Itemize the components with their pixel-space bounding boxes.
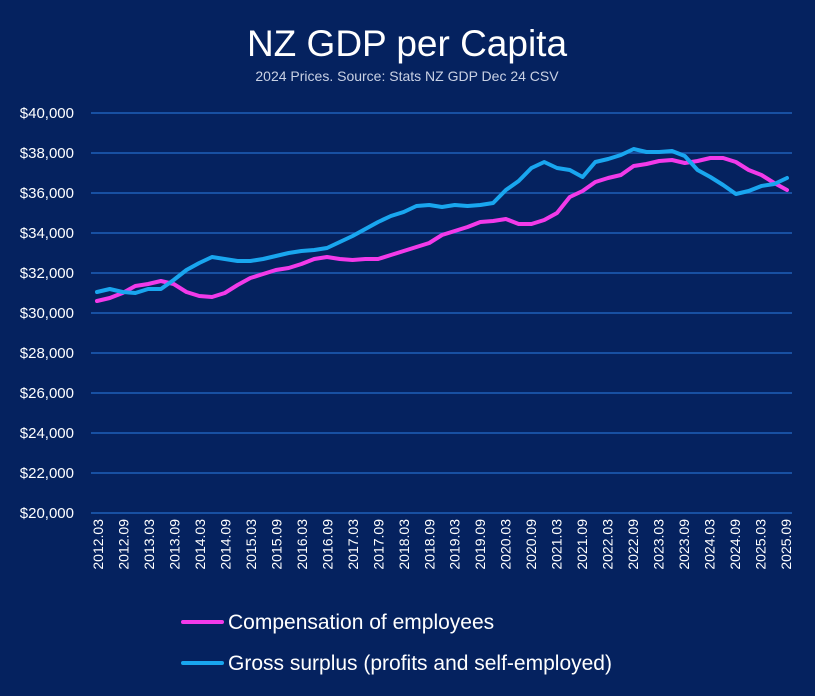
x-tick-label: 2022.03 bbox=[600, 519, 616, 570]
y-tick-label: $30,000 bbox=[20, 305, 74, 322]
x-tick-label: 2013.09 bbox=[166, 519, 182, 570]
series-line-2 bbox=[95, 147, 789, 295]
x-tick-label: 2012.09 bbox=[115, 519, 131, 570]
x-tick-label: 2023.03 bbox=[651, 519, 667, 570]
y-tick-label: $20,000 bbox=[20, 505, 74, 522]
x-tick-label: 2015.09 bbox=[268, 519, 284, 570]
y-tick-label: $32,000 bbox=[20, 265, 74, 282]
y-tick-label: $36,000 bbox=[20, 185, 74, 202]
legend: Compensation of employees Gross surplus (… bbox=[181, 611, 612, 675]
x-axis-ticks: 2012.03 2012.09 2013.03 2013.09 2014.03 2014.… bbox=[90, 519, 794, 570]
x-tick-label: 2022.09 bbox=[625, 519, 641, 570]
x-tick-label: 2020.03 bbox=[498, 519, 514, 570]
x-tick-label: 2016.09 bbox=[319, 519, 335, 570]
x-tick-label: 2016.03 bbox=[294, 519, 310, 570]
y-tick-label: $38,000 bbox=[20, 145, 74, 162]
series-line-1 bbox=[95, 156, 789, 303]
x-tick-label: 2019.03 bbox=[447, 519, 463, 570]
x-tick-label: 2019.09 bbox=[472, 519, 488, 570]
x-tick-label: 2012.03 bbox=[90, 519, 106, 570]
gridlines bbox=[91, 112, 792, 514]
y-tick-label: $28,000 bbox=[20, 345, 74, 362]
x-tick-label: 2025.09 bbox=[778, 519, 794, 570]
x-tick-label: 2023.09 bbox=[676, 519, 692, 570]
y-tick-label: $24,000 bbox=[20, 425, 74, 442]
x-tick-label: 2024.03 bbox=[702, 519, 718, 570]
x-tick-label: 2017.09 bbox=[370, 519, 386, 570]
x-tick-label: 2018.03 bbox=[396, 519, 412, 570]
x-tick-label: 2024.09 bbox=[727, 519, 743, 570]
chart-subtitle: 2024 Prices. Source: Stats NZ GDP Dec 24… bbox=[255, 68, 559, 84]
chart-title: NZ GDP per Capita bbox=[247, 23, 568, 64]
y-tick-label: $26,000 bbox=[20, 385, 74, 402]
x-tick-label: 2018.09 bbox=[421, 519, 437, 570]
x-tick-label: 2020.09 bbox=[523, 519, 539, 570]
x-tick-label: 2021.03 bbox=[549, 519, 565, 570]
y-axis-ticks: $20,000 $22,000 $24,000 $26,000 $28,000 $30,0… bbox=[20, 105, 74, 522]
x-tick-label: 2014.09 bbox=[217, 519, 233, 570]
series-lines bbox=[95, 147, 789, 303]
legend-label-2: Gross surplus (profits and self-employed… bbox=[228, 652, 612, 675]
y-tick-label: $22,000 bbox=[20, 465, 74, 482]
x-tick-label: 2013.03 bbox=[141, 519, 157, 570]
x-tick-label: 2017.03 bbox=[345, 519, 361, 570]
x-tick-label: 2025.03 bbox=[753, 519, 769, 570]
x-tick-label: 2014.03 bbox=[192, 519, 208, 570]
legend-label-1: Compensation of employees bbox=[228, 611, 494, 634]
x-tick-label: 2021.09 bbox=[574, 519, 590, 570]
x-tick-label: 2015.03 bbox=[243, 519, 259, 570]
y-tick-label: $40,000 bbox=[20, 105, 74, 122]
y-tick-label: $34,000 bbox=[20, 225, 74, 242]
